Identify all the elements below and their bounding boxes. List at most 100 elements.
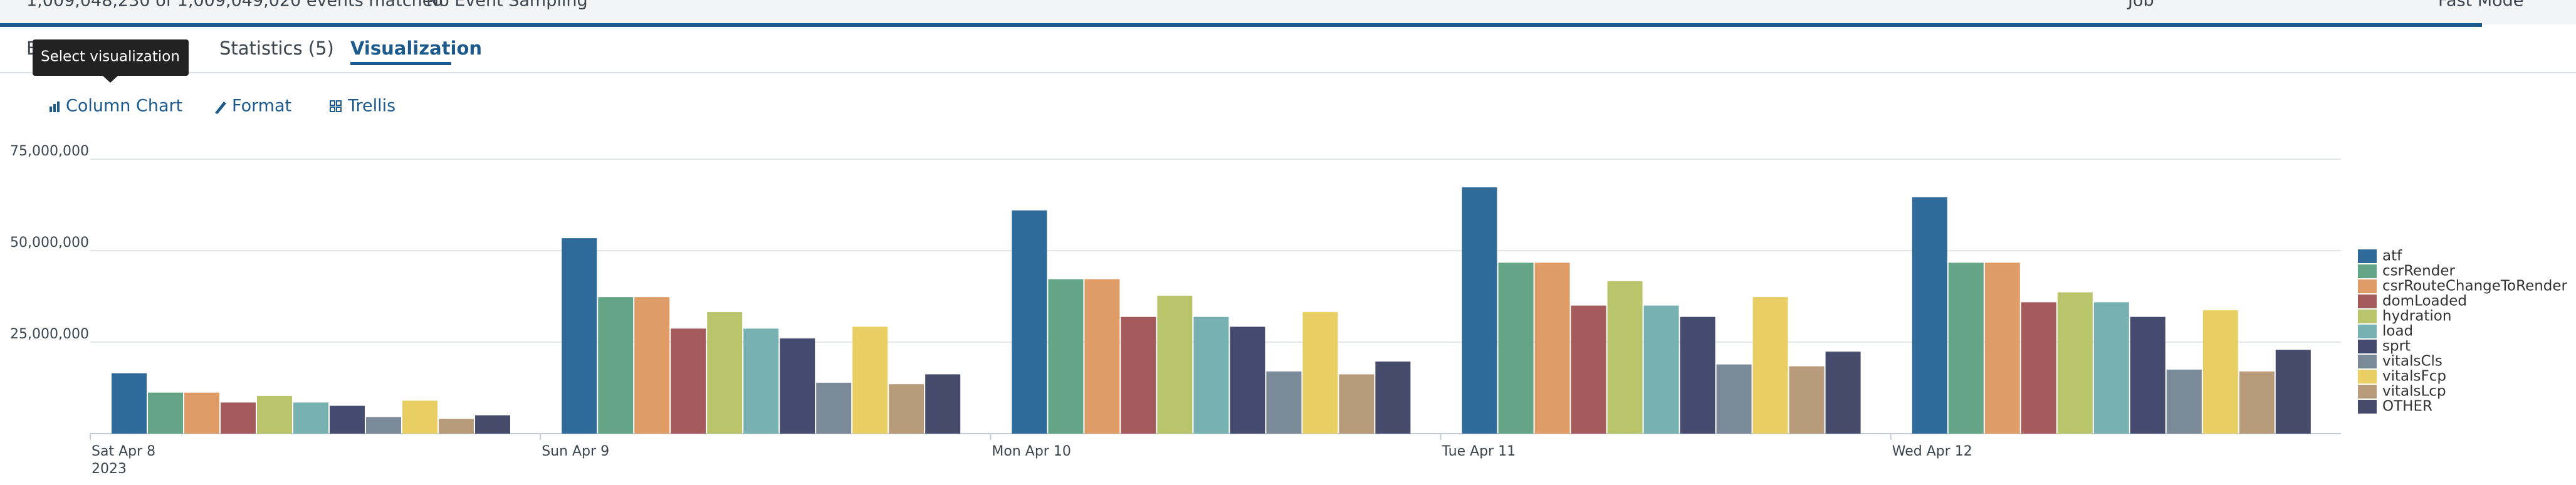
legend-swatch	[2358, 370, 2377, 383]
sampling-menu[interactable]: No Event Sampling	[426, 0, 588, 11]
bar	[1716, 364, 1752, 434]
legend-label: vitalsFcp	[2382, 368, 2446, 385]
bar	[1339, 374, 1374, 434]
bar	[743, 328, 779, 434]
tooltip-text: Select visualization	[41, 49, 180, 65]
bar	[562, 238, 597, 434]
tab-statistics[interactable]: Statistics (5)	[219, 38, 334, 59]
column-chart-button[interactable]: Column Chart	[66, 96, 182, 116]
bar	[112, 373, 147, 434]
bar	[2021, 302, 2056, 434]
x-tick-label: Sat Apr 8	[92, 444, 155, 459]
bar	[2093, 302, 2129, 434]
bar	[1375, 361, 1411, 434]
x-year-label: 2023	[92, 461, 127, 477]
bar	[816, 382, 852, 434]
bar	[1121, 316, 1156, 434]
bar	[1789, 366, 1825, 434]
x-tick-label: Mon Apr 10	[992, 444, 1071, 459]
legend-label: atf	[2382, 248, 2402, 264]
trellis-button[interactable]: Trellis	[347, 96, 395, 116]
bar	[184, 392, 219, 434]
bar	[1462, 187, 1497, 434]
y-tick-label: 25,000,000	[10, 326, 89, 342]
legend-swatch	[2358, 355, 2377, 368]
bar	[1193, 316, 1229, 434]
bar	[598, 297, 634, 434]
legend-swatch	[2358, 264, 2377, 278]
bar	[1534, 263, 1570, 434]
bar	[2166, 369, 2202, 434]
bar	[1825, 352, 1861, 434]
x-tick-label: Wed Apr 12	[1892, 444, 1972, 459]
bar	[1048, 279, 1084, 434]
tooltip-box	[33, 39, 189, 76]
legend-label: domLoaded	[2382, 293, 2467, 310]
legend-swatch	[2358, 340, 2377, 353]
bar	[925, 374, 961, 434]
y-tick-label: 75,000,000	[10, 143, 89, 159]
legend-swatch	[2358, 295, 2377, 308]
bar	[1752, 297, 1788, 434]
job-menu[interactable]: Job	[2127, 0, 2154, 11]
bar	[221, 402, 256, 434]
legend-label: load	[2382, 323, 2413, 340]
tooltip: Select visualization	[33, 39, 189, 83]
bar	[889, 384, 924, 434]
bar	[2130, 316, 2165, 434]
tab-visualization[interactable]: Visualization	[350, 38, 482, 59]
bar	[707, 312, 743, 434]
legend-swatch	[2358, 400, 2377, 414]
x-tick-label: Tue Apr 11	[1442, 444, 1516, 459]
column-icon	[50, 102, 60, 112]
format-button[interactable]: Format	[232, 96, 291, 116]
legend-swatch	[2358, 310, 2377, 323]
legend-swatch	[2358, 249, 2377, 263]
active-tab-underline	[350, 62, 451, 65]
legend-label: hydration	[2382, 308, 2451, 325]
legend-swatch	[2358, 385, 2377, 399]
bar	[366, 417, 401, 434]
bar	[1643, 305, 1679, 434]
bar	[2057, 292, 2093, 434]
bar	[1084, 279, 1120, 434]
bar	[1912, 197, 1947, 434]
bar	[293, 402, 328, 434]
legend-label: vitalsCls	[2382, 353, 2442, 370]
bar	[1157, 295, 1193, 434]
bar	[2239, 371, 2275, 434]
legend-label: OTHER	[2382, 399, 2432, 415]
header-bar	[0, 0, 2576, 24]
bar	[671, 328, 706, 434]
legend-swatch	[2358, 279, 2377, 293]
mode-menu[interactable]: Fast Mode	[2438, 0, 2523, 11]
bar	[2275, 350, 2311, 434]
legend-label: csrRouteChangeToRender	[2382, 278, 2568, 295]
progress-bar	[0, 23, 2482, 27]
legend-label: sprt	[2382, 338, 2411, 355]
bar	[257, 395, 292, 434]
bar	[402, 400, 437, 434]
tooltip-arrow	[103, 76, 118, 83]
bar	[1012, 210, 1047, 434]
bar	[439, 419, 474, 434]
bar	[1498, 263, 1534, 434]
bar	[1948, 263, 1984, 434]
events-count: 1,009,048,230 of 1,009,049,020 events ma…	[26, 0, 444, 11]
bar	[148, 392, 183, 434]
legend-label: csrRender	[2382, 263, 2456, 279]
y-tick-label: 50,000,000	[10, 235, 89, 251]
bar	[1607, 281, 1643, 434]
bar	[1984, 263, 2020, 434]
bar	[2202, 310, 2238, 434]
bar	[634, 297, 670, 434]
bar	[1680, 316, 1715, 434]
bar	[852, 326, 888, 434]
format-icon	[215, 102, 226, 114]
x-tick-label: Sun Apr 9	[542, 444, 609, 459]
bar	[1266, 371, 1302, 434]
bar	[1571, 305, 1606, 434]
legend-swatch	[2358, 325, 2377, 338]
